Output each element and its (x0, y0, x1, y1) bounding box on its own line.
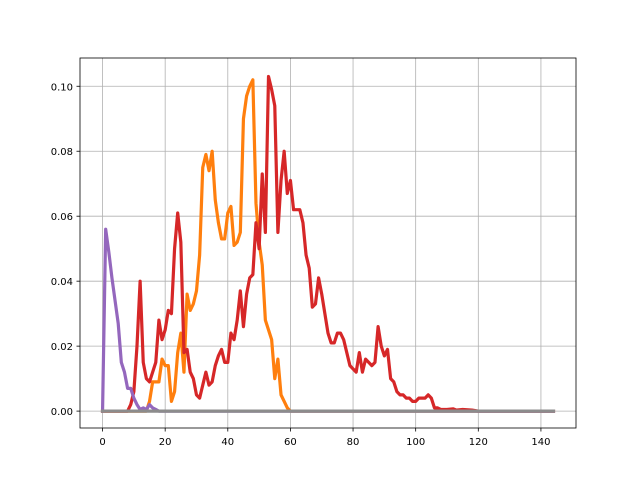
y-tick-label: 0.00 (51, 407, 73, 418)
x-tick-label: 100 (406, 437, 425, 448)
x-tick-label: 80 (347, 437, 360, 448)
plot-area-background (80, 58, 576, 428)
x-tick-label: 20 (159, 437, 172, 448)
x-tick-label: 0 (99, 437, 105, 448)
y-axis: 0.00 0.02 0.04 0.06 0.08 0.10 (51, 82, 80, 418)
y-tick-label: 0.08 (51, 147, 73, 158)
x-tick-label: 60 (284, 437, 297, 448)
y-tick-label: 0.06 (51, 212, 73, 223)
x-tick-label: 40 (221, 437, 234, 448)
series-line-1 (100, 78, 556, 413)
y-tick-label: 0.02 (51, 342, 73, 353)
y-tick-label: 0.10 (51, 82, 73, 93)
y-tick-label: 0.04 (51, 277, 73, 288)
x-tick-label: 140 (531, 437, 550, 448)
x-axis: 0 20 40 60 80 100 120 140 (99, 428, 550, 448)
series-layer (100, 74, 556, 413)
plot-area-frame (79, 57, 577, 429)
series-line-2 (100, 74, 556, 413)
x-tick-label: 120 (469, 437, 488, 448)
series-line-3 (100, 227, 556, 413)
